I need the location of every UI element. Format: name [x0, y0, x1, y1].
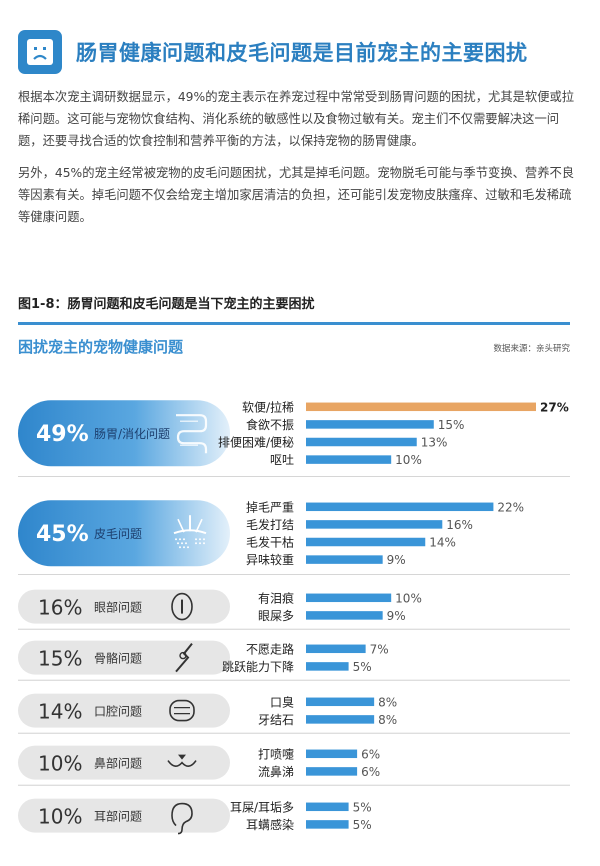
bar [306, 767, 358, 776]
item-label: 软便/拉稀 [242, 399, 294, 414]
group-pill [18, 640, 230, 675]
bar [306, 749, 358, 759]
issue-group: 10% 耳部问题 耳屎/耳垢多 5% 耳螨感染 5% [18, 798, 372, 835]
item-label: 呕吐 [270, 453, 294, 467]
item-label: 有泪痕 [258, 590, 294, 605]
group-name: 口腔问题 [94, 704, 142, 719]
item-label: 毛发打结 [246, 517, 294, 532]
data-source: 数据来源：亲头研究 [493, 344, 570, 354]
bar [306, 611, 383, 620]
bar-value-label: 9% [387, 609, 406, 623]
group-percent: 45% [36, 522, 89, 547]
bar [306, 715, 375, 724]
bar-value-label: 16% [446, 518, 473, 532]
bar-value-label: 15% [438, 418, 465, 432]
paragraph-2: 另外，45%的宠主经常被宠物的皮毛问题困扰，尤其是掉毛问题。宠物脱毛可能与季节变… [18, 166, 575, 224]
group-name: 皮毛问题 [94, 527, 142, 541]
bar-value-label: 14% [429, 536, 456, 550]
page-title: 肠胃健康问题和皮毛问题是目前宠主的主要困扰 [76, 41, 528, 65]
group-pill [18, 693, 230, 728]
bar-value-label: 10% [395, 453, 422, 467]
group-percent: 16% [38, 596, 82, 620]
group-percent: 10% [38, 805, 82, 829]
group-name: 骨骼问题 [94, 651, 142, 666]
pet-nose-icon [167, 754, 197, 767]
bar [306, 662, 349, 671]
chart-title: 困扰宠主的宠物健康问题 [18, 338, 184, 356]
bar [306, 420, 434, 429]
item-label: 跳跃能力下降 [222, 660, 294, 674]
mouth-teeth-icon [169, 699, 195, 722]
group-name: 肠胃/消化问题 [94, 427, 170, 441]
bar [306, 820, 349, 829]
item-label: 耳螨感染 [246, 817, 294, 832]
group-percent: 14% [38, 700, 82, 724]
item-label: 打喷嚏 [258, 747, 294, 761]
bar-value-label: 13% [421, 436, 448, 450]
paragraph-1: 根据本次宠主调研数据显示，49%的宠主表示在养宠过程中常常受到肠胃问题的困扰，尤… [18, 90, 575, 148]
group-name: 眼部问题 [94, 600, 142, 615]
item-label: 流鼻涕 [258, 764, 294, 779]
group-name: 耳部问题 [94, 809, 142, 824]
bar-value-label: 9% [387, 553, 406, 567]
bar [306, 437, 417, 447]
issue-group: 15% 骨骼问题 不愿走路 7% 跳跃能力下降 5% [18, 640, 570, 681]
item-label: 食欲不振 [246, 417, 294, 432]
bar [306, 455, 392, 464]
hair-follicle-icon [173, 515, 207, 549]
bar [306, 502, 494, 512]
group-percent: 49% [36, 422, 89, 447]
figure-label: 图1-8：肠胃问题和皮毛问题是当下宠主的主要困扰 [18, 297, 315, 312]
bar [306, 802, 349, 812]
eye-icon [171, 592, 193, 621]
issue-group: 49% 肠胃/消化问题 软便/拉稀 27% 食欲不振 15% 排便困难/便秘 13% 呕吐 10% [18, 399, 570, 477]
bar-value-label: 5% [353, 818, 372, 832]
group-pill [18, 589, 230, 624]
intestine-icon [176, 414, 208, 454]
group-percent: 10% [38, 752, 82, 776]
bar-value-label: 7% [370, 642, 389, 656]
item-label: 口臭 [270, 694, 294, 709]
bar-value-label: 10% [395, 591, 422, 605]
bar-value-label: 8% [378, 695, 397, 709]
item-label: 不愿走路 [246, 641, 294, 656]
figure-divider [18, 322, 570, 325]
group-pill [18, 798, 230, 833]
group-pill [18, 745, 230, 780]
group-pill [18, 500, 230, 567]
sad-face-icon [18, 30, 62, 74]
bar [306, 555, 383, 564]
item-label: 掉毛严重 [246, 500, 294, 514]
group-pill [18, 400, 230, 467]
issue-group: 16% 眼部问题 有泪痕 10% 眼屎多 9% [18, 589, 570, 630]
bar [306, 402, 536, 412]
item-label: 毛发干枯 [246, 535, 294, 550]
bar [306, 520, 443, 529]
group-percent: 15% [38, 647, 82, 671]
leg-joint-icon [175, 642, 193, 673]
bar [306, 644, 366, 654]
item-label: 耳屎/耳垢多 [230, 800, 294, 814]
bar-value-label: 6% [361, 747, 380, 761]
item-label: 排便困难/便秘 [218, 436, 294, 450]
bar-value-label: 22% [497, 500, 524, 514]
bar-value-label: 5% [353, 660, 372, 674]
bar [306, 697, 375, 707]
issue-group: 14% 口腔问题 口臭 8% 牙结石 8% [18, 693, 570, 734]
bar-value-label: 27% [540, 400, 569, 414]
bar-value-label: 5% [353, 800, 372, 814]
issue-group: 10% 鼻部问题 打喷嚏 6% 流鼻涕 6% [18, 745, 570, 786]
bar-value-label: 6% [361, 765, 380, 779]
bar [306, 593, 392, 603]
issue-group: 45% 皮毛问题 掉毛严重 22% 毛发打结 16% 毛发干枯 14% 异味较重 9% [18, 500, 570, 575]
group-name: 鼻部问题 [94, 756, 142, 771]
bar [306, 537, 426, 547]
item-label: 牙结石 [258, 713, 294, 727]
item-label: 眼屎多 [258, 609, 294, 623]
header: 肠胃健康问题和皮毛问题是目前宠主的主要困扰 [18, 28, 528, 76]
bar-value-label: 8% [378, 713, 397, 727]
item-label: 异味较重 [246, 552, 294, 567]
ear-icon [171, 802, 193, 835]
